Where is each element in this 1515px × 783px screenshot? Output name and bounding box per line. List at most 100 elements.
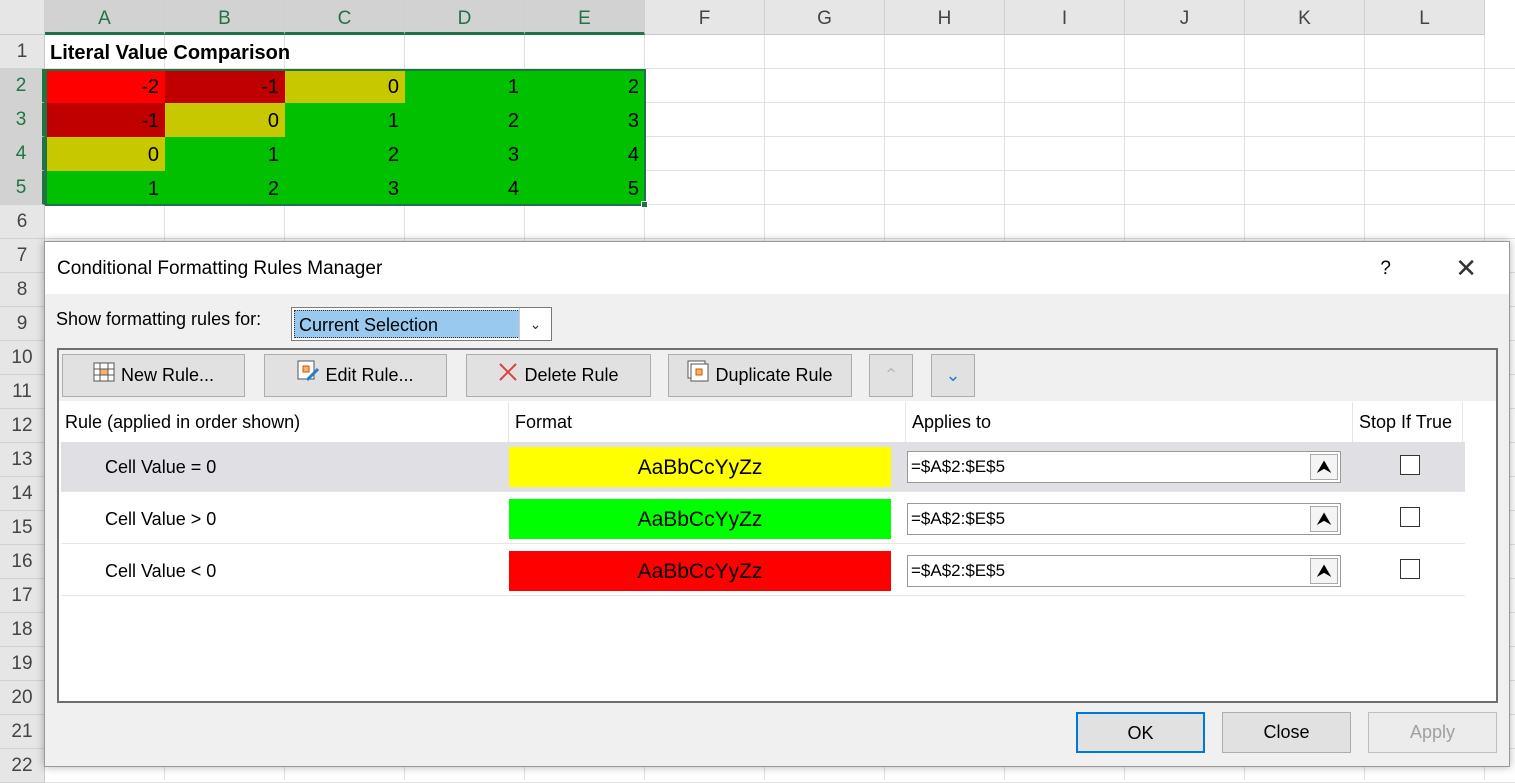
edit-rule-label: Edit Rule... <box>325 365 414 385</box>
cell-E2[interactable]: 2 <box>525 69 645 103</box>
cell-B5[interactable]: 2 <box>165 171 285 205</box>
collapse-range-icon[interactable]: ⮝ <box>1310 454 1338 480</box>
duplicate-rule-button[interactable]: Duplicate Rule <box>668 354 852 397</box>
cell-D4[interactable]: 3 <box>405 137 525 171</box>
column-header-G[interactable]: G <box>765 0 885 35</box>
stop-if-true-checkbox[interactable] <box>1400 559 1420 579</box>
apply-button[interactable]: Apply <box>1368 712 1497 753</box>
column-header-D[interactable]: D <box>405 0 525 35</box>
cell-D5[interactable]: 4 <box>405 171 525 205</box>
row-header-16[interactable]: 16 <box>0 545 45 579</box>
column-header-L[interactable]: L <box>1365 0 1485 35</box>
row-header-1[interactable]: 1 <box>0 35 45 69</box>
stop-if-true-checkbox[interactable] <box>1400 455 1420 475</box>
edit-rule-button[interactable]: Edit Rule... <box>264 354 447 397</box>
applies-to-input[interactable]: =$A$2:$E$5 ⮝ <box>907 555 1341 587</box>
cell-C3[interactable]: 1 <box>285 103 405 137</box>
duplicate-rule-label: Duplicate Rule <box>715 365 833 385</box>
cell-A5[interactable]: 1 <box>45 171 165 205</box>
row-header-4[interactable]: 4 <box>0 137 45 171</box>
delete-rule-button[interactable]: Delete Rule <box>466 354 651 397</box>
cell-D3[interactable]: 2 <box>405 103 525 137</box>
gridline <box>45 204 1515 205</box>
row-header-6[interactable]: 6 <box>0 205 45 239</box>
cell-A4[interactable]: 0 <box>45 137 165 171</box>
rule-row[interactable]: Cell Value > 0 AaBbCcYyZz =$A$2:$E$5 ⮝ <box>61 494 1465 544</box>
cell-B2[interactable]: -1 <box>165 69 285 103</box>
row-header-18[interactable]: 18 <box>0 613 45 647</box>
applies-to-input[interactable]: =$A$2:$E$5 ⮝ <box>907 451 1341 483</box>
ok-button[interactable]: OK <box>1076 712 1205 753</box>
conditional-formatting-dialog: Conditional Formatting Rules Manager ? ✕… <box>44 241 1510 767</box>
fill-handle[interactable] <box>641 201 648 208</box>
column-header-K[interactable]: K <box>1245 0 1365 35</box>
new-rule-label: New Rule... <box>120 365 215 385</box>
collapse-range-icon[interactable]: ⮝ <box>1310 558 1338 584</box>
cell-E4[interactable]: 4 <box>525 137 645 171</box>
collapse-range-icon[interactable]: ⮝ <box>1310 506 1338 532</box>
cell-D2[interactable]: 1 <box>405 69 525 103</box>
cell-E3[interactable]: 3 <box>525 103 645 137</box>
row-header-8[interactable]: 8 <box>0 273 45 307</box>
applies-to-value: =$A$2:$E$5 <box>911 561 1006 580</box>
column-header-I[interactable]: I <box>1005 0 1125 35</box>
format-preview: AaBbCcYyZz <box>509 447 891 487</box>
row-header-19[interactable]: 19 <box>0 647 45 681</box>
row-header-2[interactable]: 2 <box>0 69 45 103</box>
row-header-14[interactable]: 14 <box>0 477 45 511</box>
row-header-17[interactable]: 17 <box>0 579 45 613</box>
rule-row[interactable]: Cell Value = 0 AaBbCcYyZz =$A$2:$E$5 ⮝ <box>61 442 1465 492</box>
chevron-down-icon[interactable]: ⌄ <box>519 308 551 340</box>
gridline <box>45 170 1515 171</box>
column-header-J[interactable]: J <box>1125 0 1245 35</box>
column-header-C[interactable]: C <box>285 0 405 35</box>
column-header-E[interactable]: E <box>525 0 645 35</box>
header-format: Format <box>509 402 906 442</box>
column-header-H[interactable]: H <box>885 0 1005 35</box>
cell-B4[interactable]: 1 <box>165 137 285 171</box>
dropdown-value: Current Selection <box>294 310 520 338</box>
row-header-10[interactable]: 10 <box>0 341 45 375</box>
move-up-button[interactable]: ⌃ <box>869 354 913 397</box>
row-header-3[interactable]: 3 <box>0 103 45 137</box>
move-down-button[interactable]: ⌄ <box>931 354 975 397</box>
applies-to-value: =$A$2:$E$5 <box>911 509 1006 528</box>
row-header-5[interactable]: 5 <box>0 171 45 205</box>
stop-if-true-checkbox[interactable] <box>1400 507 1420 527</box>
rule-row[interactable]: Cell Value < 0 AaBbCcYyZz =$A$2:$E$5 ⮝ <box>61 546 1465 596</box>
cell-B3[interactable]: 0 <box>165 103 285 137</box>
show-rules-dropdown[interactable]: Current Selection ⌄ <box>291 307 552 341</box>
sheet-title-cell[interactable]: Literal Value Comparison <box>50 42 291 64</box>
column-header-A[interactable]: A <box>45 0 165 35</box>
format-preview: AaBbCcYyZz <box>509 551 891 591</box>
gridline <box>45 238 1515 239</box>
row-header-22[interactable]: 22 <box>0 749 45 783</box>
cell-C4[interactable]: 2 <box>285 137 405 171</box>
row-header-13[interactable]: 13 <box>0 443 45 477</box>
column-header-B[interactable]: B <box>165 0 285 35</box>
close-icon[interactable]: ✕ <box>1455 253 1477 283</box>
row-header-20[interactable]: 20 <box>0 681 45 715</box>
cell-A2[interactable]: -2 <box>45 69 165 103</box>
show-rules-label: Show formatting rules for: <box>56 309 262 329</box>
new-rule-button[interactable]: New Rule... <box>62 354 245 397</box>
cell-A3[interactable]: -1 <box>45 103 165 137</box>
row-header-7[interactable]: 7 <box>0 239 45 273</box>
column-header-F[interactable]: F <box>645 0 765 35</box>
applies-to-value: =$A$2:$E$5 <box>911 457 1006 476</box>
select-all-corner[interactable] <box>0 0 45 35</box>
row-header-9[interactable]: 9 <box>0 307 45 341</box>
close-button[interactable]: Close <box>1222 712 1351 753</box>
row-header-15[interactable]: 15 <box>0 511 45 545</box>
cell-C2[interactable]: 0 <box>285 69 405 103</box>
row-header-21[interactable]: 21 <box>0 715 45 749</box>
cell-C5[interactable]: 3 <box>285 171 405 205</box>
help-button[interactable]: ? <box>1380 258 1391 279</box>
gridline <box>45 68 1515 69</box>
row-header-12[interactable]: 12 <box>0 409 45 443</box>
dialog-title: Conditional Formatting Rules Manager <box>45 242 1509 294</box>
applies-to-input[interactable]: =$A$2:$E$5 ⮝ <box>907 503 1341 535</box>
selection-range <box>45 69 646 206</box>
cell-E5[interactable]: 5 <box>525 171 645 205</box>
row-header-11[interactable]: 11 <box>0 375 45 409</box>
